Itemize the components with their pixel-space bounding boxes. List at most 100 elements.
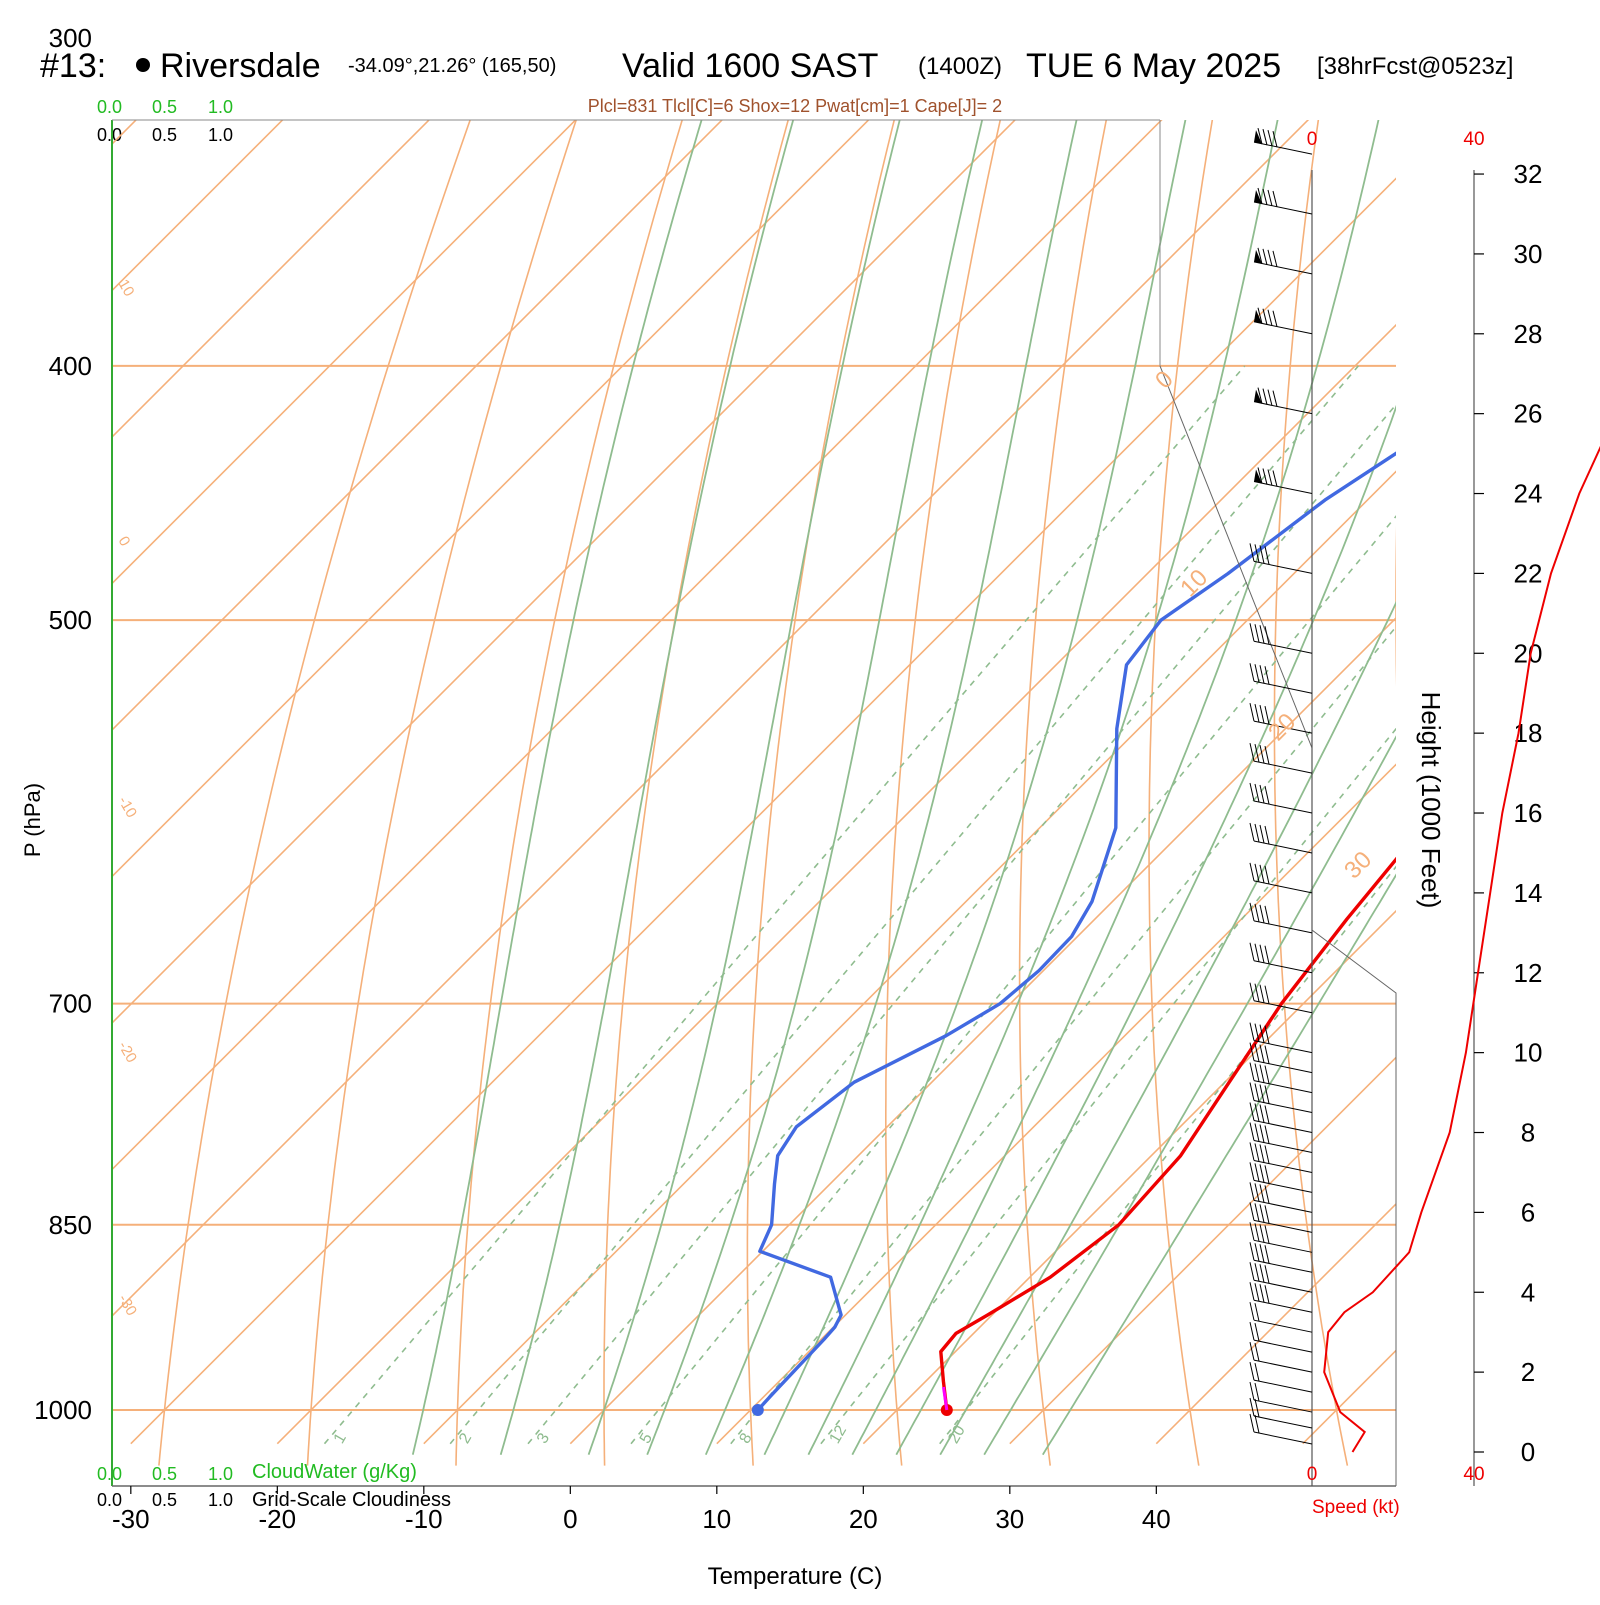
wind-barb-feather xyxy=(1260,945,1264,963)
cloudiness-label: Grid-Scale Cloudiness xyxy=(252,1489,451,1511)
temp-tick-30: 30 xyxy=(995,1504,1024,1534)
wind-barb-feather xyxy=(1260,825,1264,843)
plot-area xyxy=(0,0,1600,1466)
wind-barb-feather xyxy=(1265,1145,1269,1163)
wind-barb-feather xyxy=(1250,1382,1254,1400)
wind-barb-icon xyxy=(1250,663,1312,693)
isotherm--130 xyxy=(0,0,279,1444)
wind-barb-feather xyxy=(1255,1223,1259,1241)
wind-barb-feather xyxy=(1250,1202,1254,1220)
wind-barb-feather xyxy=(1260,625,1264,643)
speed-tick-top-0: 0 xyxy=(1307,129,1318,150)
wind-barb-shaft xyxy=(1254,402,1312,414)
wind-barb-shaft xyxy=(1254,322,1312,334)
isotherm--90 xyxy=(0,0,865,1444)
wind-barb-feather xyxy=(1250,1023,1254,1041)
wind-barb-feather xyxy=(1255,944,1259,962)
wind-barb-feather xyxy=(1273,311,1277,327)
isotherm-label-right-3: 30 xyxy=(1339,846,1377,884)
pressure-tick-1000: 1000 xyxy=(34,1395,92,1425)
station-coords: -34.09°,21.26° (165,50) xyxy=(348,55,556,77)
height-tick-22: 22 xyxy=(1514,558,1543,588)
isotherms xyxy=(0,0,1600,1444)
header: #13: Riversdale -34.09°,21.26° (165,50) … xyxy=(40,47,1513,116)
wind-barb-feather xyxy=(1260,905,1264,923)
cloudiness-bottom-2: 1.0 xyxy=(208,1490,233,1510)
wind-barb-feather xyxy=(1255,1415,1259,1433)
wind-barb-icon xyxy=(1250,1302,1312,1332)
valid-utc: (1400Z) xyxy=(918,53,1002,80)
isotherm--30 xyxy=(131,0,1600,1444)
wind-barb-feather xyxy=(1260,1164,1264,1182)
wind-barb-feather xyxy=(1265,946,1269,964)
wind-barb-feather xyxy=(1265,1185,1269,1203)
wind-barb-icon xyxy=(1250,1122,1312,1152)
wind-barb-feather xyxy=(1250,1414,1254,1432)
wind-barb-feather xyxy=(1260,1204,1264,1222)
wind-barb-shaft xyxy=(1254,1140,1312,1152)
moist-adiabat-20 xyxy=(852,0,1441,1455)
height-tick-28: 28 xyxy=(1514,319,1543,349)
pressure-tick-500: 500 xyxy=(49,605,92,635)
isotherm--100 xyxy=(0,0,719,1444)
wind-barb-feather xyxy=(1265,1205,1269,1223)
mixing-ratio-label-8: 8 xyxy=(737,1430,756,1446)
wind-barb-icon xyxy=(1250,1322,1312,1352)
wind-barb-icon xyxy=(1250,1414,1312,1444)
isotherm--50 xyxy=(0,0,1451,1444)
wind-barb-feather xyxy=(1250,1142,1254,1160)
wind-barb-shaft xyxy=(1254,1320,1312,1332)
moist-adiabat-23 xyxy=(896,0,1555,1455)
wind-barb-feather xyxy=(1260,665,1264,683)
wind-barb-feather xyxy=(1255,1303,1259,1321)
wind-barb-feather xyxy=(1250,703,1254,721)
wind-barb-feather xyxy=(1268,310,1272,326)
cloudiness-bottom-1: 0.5 xyxy=(152,1490,177,1510)
wind-barb-shaft xyxy=(1254,1360,1312,1372)
wind-barb-feather xyxy=(1250,823,1254,841)
wind-barb-icon xyxy=(1250,1362,1312,1392)
height-tick-20: 20 xyxy=(1514,638,1543,668)
wind-barb-pennant xyxy=(1254,310,1262,324)
height-tick-24: 24 xyxy=(1514,479,1543,509)
wind-barb-shaft xyxy=(1254,921,1312,933)
height-axis-label: Height (1000 Feet) xyxy=(1416,692,1446,909)
dewpoint-surface-point xyxy=(752,1404,764,1416)
cloudiness-top-2: 1.0 xyxy=(208,125,233,145)
wind-barb-feather xyxy=(1268,390,1272,406)
wind-barb-feather xyxy=(1250,1322,1254,1340)
wind-barb-feather xyxy=(1260,1284,1264,1302)
wind-barb-feather xyxy=(1268,190,1272,206)
wind-barb-shaft xyxy=(1254,881,1312,893)
cloudwater-bottom-0: 0.0 xyxy=(97,1464,122,1484)
wind-barb-feather xyxy=(1273,391,1277,407)
wind-barb-feather xyxy=(1265,786,1269,804)
isotherm--60 xyxy=(0,0,1305,1444)
wind-barb-icon xyxy=(1250,1083,1312,1113)
wind-barb-feather xyxy=(1255,904,1259,922)
stability-indices: Plcl=831 Tlcl[C]=6 Shox=12 Pwat[cm]=1 Ca… xyxy=(588,96,1002,116)
cloudiness-bottom-0: 0.0 xyxy=(97,1490,122,1510)
wind-barb-feather xyxy=(1265,986,1269,1004)
wind-barb-feather xyxy=(1250,1398,1254,1416)
wind-barb-feather xyxy=(1255,1084,1259,1102)
wind-barb-feather xyxy=(1250,623,1254,641)
height-tick-30: 30 xyxy=(1514,239,1543,269)
wind-barb-icon xyxy=(1250,1142,1312,1172)
wind-barb-feather xyxy=(1255,864,1259,882)
wind-barb-feather xyxy=(1263,249,1267,265)
temp-tick-10: 10 xyxy=(702,1504,731,1534)
forecast-label: [38hrFcst@0523z] xyxy=(1317,53,1513,80)
wind-barb-icon xyxy=(1250,783,1312,813)
wind-barb-shaft xyxy=(1254,1416,1312,1428)
mixing-ratio-label-20: 20 xyxy=(945,1423,969,1447)
station-name: Riversdale xyxy=(160,47,321,85)
wind-barb-feather xyxy=(1250,1162,1254,1180)
wind-barb-shaft xyxy=(1254,761,1312,773)
wind-barb-feather xyxy=(1255,1243,1259,1261)
mixing-ratio-label-1: 1 xyxy=(331,1430,350,1446)
wind-barb-pennant xyxy=(1254,390,1262,404)
wind-barb-shaft xyxy=(1254,1041,1312,1053)
